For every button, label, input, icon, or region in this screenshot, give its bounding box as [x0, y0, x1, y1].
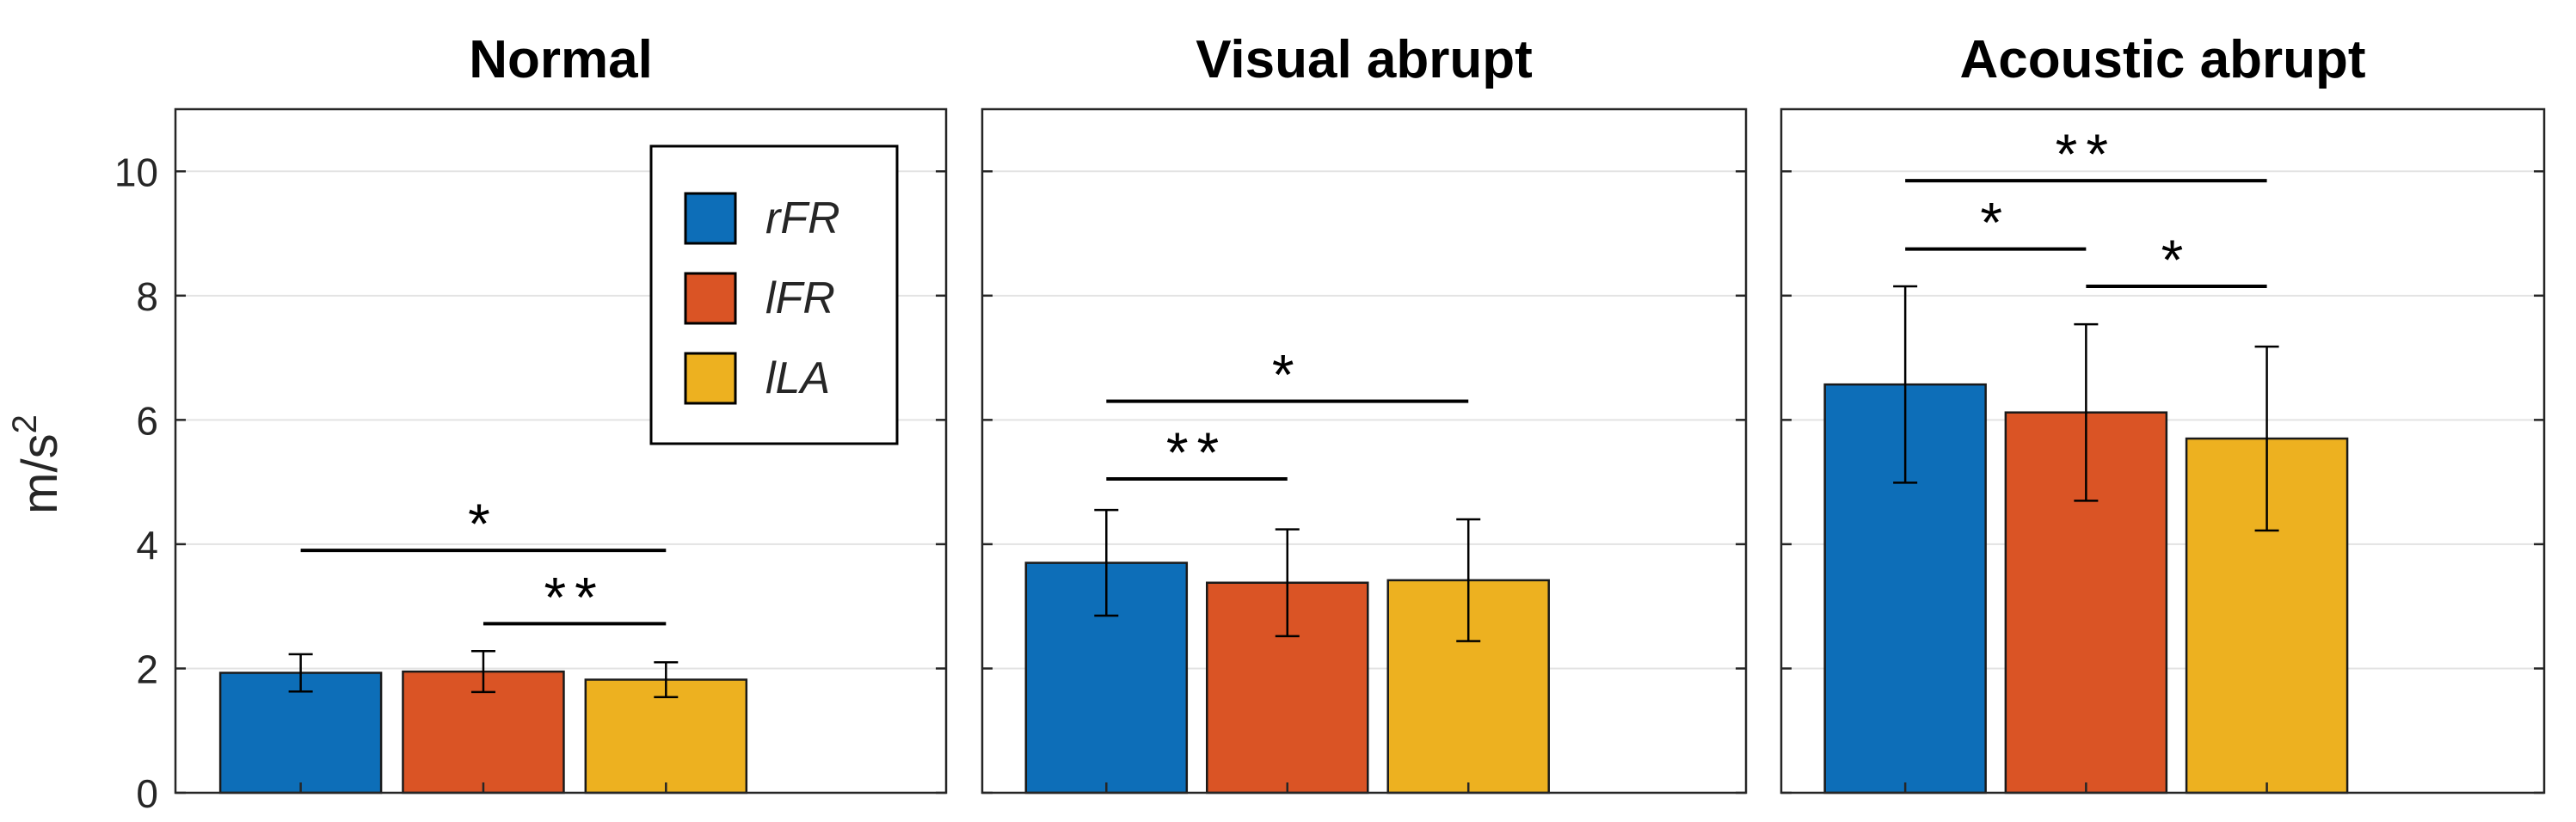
- axes-frame: [981, 107, 1748, 794]
- legend-label-lla: lLA: [765, 353, 830, 403]
- legend-swatch-lfr: [684, 272, 737, 325]
- legend-label-lfr: lFR: [765, 273, 835, 323]
- y-tick-label: 4: [136, 523, 158, 567]
- significance-label: *: [2161, 228, 2192, 291]
- legend-label-rfr: rFR: [765, 193, 840, 243]
- y-axis-label: m/s2: [6, 414, 68, 514]
- panel-title: Acoustic abrupt: [1960, 30, 2366, 89]
- panel-title: Visual abrupt: [1196, 30, 1533, 89]
- axes-frame: [174, 107, 948, 794]
- significance-label: **: [544, 565, 605, 629]
- y-tick-label: 0: [136, 771, 158, 816]
- bar-lla: [584, 678, 748, 794]
- legend-swatch-rfr: [684, 192, 737, 245]
- y-axis-label-base: m/s: [12, 433, 68, 513]
- panel-title: Normal: [469, 30, 653, 89]
- significance-label: **: [2056, 122, 2117, 186]
- bar-rfr: [218, 672, 383, 794]
- significance-label: *: [468, 492, 499, 555]
- significance-label: **: [1166, 420, 1227, 484]
- legend-swatch-lla: [684, 352, 737, 405]
- panel-visual-abrupt: Visual abrupt***: [981, 30, 1748, 794]
- axes-frame: [1780, 107, 2546, 794]
- y-tick-label: 6: [136, 398, 158, 443]
- y-axis-label-superscript: 2: [6, 414, 44, 433]
- panel-acoustic-abrupt: Acoustic abrupt****: [1780, 30, 2546, 794]
- y-tick-label: 2: [136, 647, 158, 691]
- y-tick-label: 8: [136, 274, 158, 319]
- y-tick-label: 10: [114, 150, 158, 194]
- legend: rFR lFR lLA: [649, 144, 899, 445]
- significance-label: *: [1272, 343, 1303, 407]
- significance-label: *: [1980, 191, 2011, 255]
